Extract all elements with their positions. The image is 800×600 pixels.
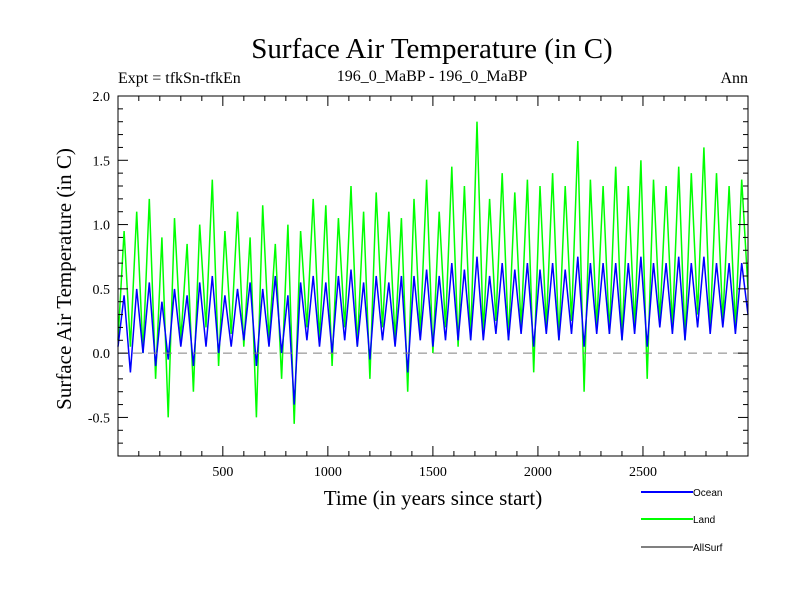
x-axis-label: Time (in years since start) (324, 486, 543, 510)
series-line-ocean (117, 256, 749, 405)
y-tick-label: 1.5 (93, 154, 111, 169)
legend-allsurf-label: AllSurf (693, 543, 723, 554)
series-line-land (117, 121, 749, 424)
ticks-layer: 500 1000 1500 2000 2500 -0.5 0.0 0.5 1.0 1.5 2.0 (88, 90, 748, 480)
y-tick-label: 0.5 (93, 283, 111, 298)
chart-title: Surface Air Temperature (in C) (251, 33, 612, 65)
period-label: 196_0_MaBP - 196_0_MaBP (337, 68, 528, 85)
x-tick-label: 2000 (524, 465, 552, 480)
legend-land-label: Land (693, 515, 715, 526)
y-tick-label: 2.0 (93, 90, 111, 105)
x-tick-label: 500 (212, 465, 233, 480)
x-tick-label: 1000 (314, 465, 342, 480)
y-tick-label: 0.0 (93, 347, 111, 362)
legend: Ocean Land AllSurf (641, 488, 723, 554)
series-layer (117, 121, 749, 424)
season-label: Ann (720, 70, 748, 87)
x-tick-label: 1500 (419, 465, 447, 480)
y-tick-label: 1.0 (93, 219, 111, 234)
experiment-label: Expt = tfkSn-tfkEn (118, 70, 241, 87)
y-axis-label: Surface Air Temperature (in C) (52, 148, 76, 410)
y-tick-label: -0.5 (88, 411, 110, 426)
x-tick-label: 2500 (629, 465, 657, 480)
legend-ocean-label: Ocean (693, 488, 722, 499)
